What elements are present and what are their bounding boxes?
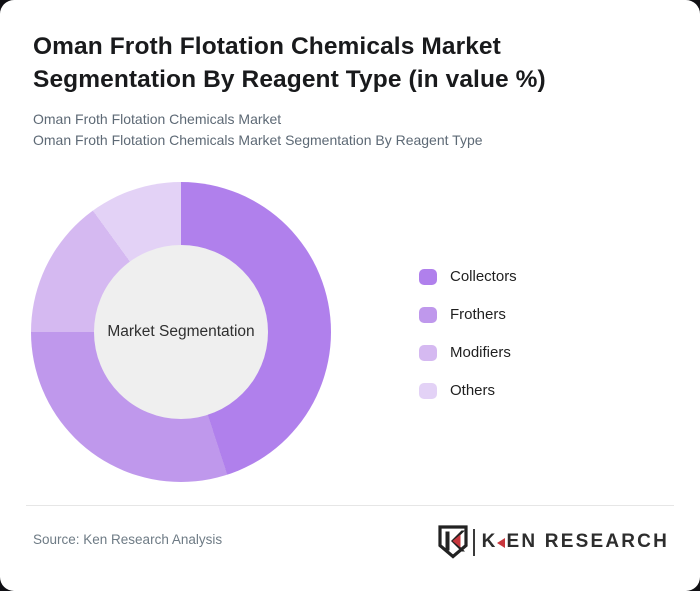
legend-label-frothers: Frothers bbox=[450, 306, 506, 323]
chart-legend: Collectors Frothers Modifiers Others bbox=[419, 268, 517, 420]
chart-subtitle: Oman Froth Flotation Chemicals Market Om… bbox=[33, 109, 483, 151]
legend-swatch-others bbox=[419, 382, 437, 399]
legend-label-collectors: Collectors bbox=[450, 268, 517, 285]
donut-chart: Market Segmentation bbox=[31, 182, 331, 482]
legend-swatch-modifiers bbox=[419, 344, 437, 361]
chart-subtitle-line-1: Oman Froth Flotation Chemicals Market bbox=[33, 111, 282, 127]
page-title-line-1: Oman Froth Flotation Chemicals Market bbox=[33, 33, 501, 60]
wordmark-red-triangle-icon bbox=[496, 537, 505, 548]
source-note: Source: Ken Research Analysis bbox=[33, 532, 223, 547]
legend-item-frothers: Frothers bbox=[419, 306, 517, 323]
legend-swatch-frothers bbox=[419, 306, 437, 323]
page-title-line-2: Segmentation By Reagent Type (in value %… bbox=[33, 66, 546, 93]
logo-separator bbox=[472, 528, 475, 556]
wordmark-rest: EN RESEARCH bbox=[506, 531, 669, 552]
chart-subtitle-line-2: Oman Froth Flotation Chemicals Market Se… bbox=[33, 132, 483, 148]
ken-research-wordmark: K EN RESEARCH bbox=[482, 531, 669, 553]
ken-research-logo: K EN RESEARCH bbox=[437, 524, 669, 560]
legend-item-others: Others bbox=[419, 382, 517, 399]
legend-label-others: Others bbox=[450, 382, 496, 399]
footer-divider bbox=[26, 505, 674, 506]
donut-center: Market Segmentation bbox=[94, 245, 268, 419]
legend-item-collectors: Collectors bbox=[419, 268, 517, 285]
page-title: Oman Froth Flotation Chemicals Market Se… bbox=[33, 30, 546, 96]
ken-research-shield-icon bbox=[437, 525, 468, 559]
legend-swatch-collectors bbox=[419, 268, 437, 285]
donut-center-label: Market Segmentation bbox=[107, 323, 255, 340]
legend-item-modifiers: Modifiers bbox=[419, 344, 517, 361]
wordmark-k: K bbox=[481, 531, 498, 552]
legend-label-modifiers: Modifiers bbox=[450, 344, 511, 361]
